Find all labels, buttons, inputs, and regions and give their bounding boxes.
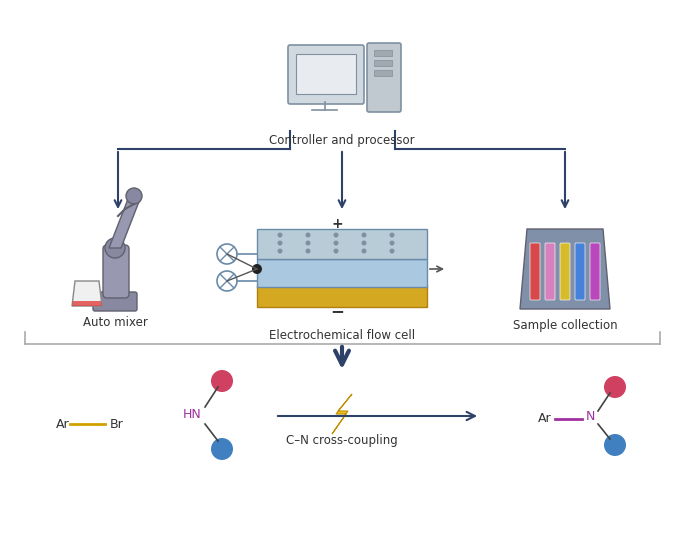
Circle shape [306,240,310,245]
FancyBboxPatch shape [103,245,129,298]
Ellipse shape [211,438,233,460]
Text: Controller and processor: Controller and processor [269,134,415,147]
Polygon shape [520,229,610,309]
Circle shape [390,233,395,238]
Ellipse shape [604,376,626,398]
FancyBboxPatch shape [367,43,401,112]
Circle shape [105,238,125,258]
Ellipse shape [604,434,626,456]
Circle shape [334,240,338,245]
FancyBboxPatch shape [288,45,364,104]
Ellipse shape [211,370,233,392]
Circle shape [277,240,282,245]
Text: Electrochemical flow cell: Electrochemical flow cell [269,329,415,342]
Text: +: + [331,217,342,231]
Text: Ar: Ar [538,413,552,425]
Circle shape [126,188,142,204]
Text: C–N cross-coupling: C–N cross-coupling [286,434,398,447]
FancyBboxPatch shape [93,292,137,311]
Polygon shape [332,394,352,434]
Circle shape [277,233,282,238]
Text: Auto mixer: Auto mixer [83,316,147,329]
Circle shape [362,233,366,238]
Circle shape [390,249,395,254]
FancyBboxPatch shape [560,243,570,300]
Text: Br: Br [110,418,124,430]
Polygon shape [72,301,102,306]
FancyBboxPatch shape [257,285,427,307]
FancyBboxPatch shape [545,243,555,300]
FancyBboxPatch shape [374,60,392,66]
FancyBboxPatch shape [530,243,540,300]
Circle shape [390,240,395,245]
Polygon shape [109,199,140,248]
Circle shape [306,233,310,238]
Text: N: N [586,411,595,423]
Text: HN: HN [183,408,201,420]
Circle shape [252,264,262,274]
Circle shape [362,249,366,254]
Circle shape [277,249,282,254]
Text: Ar: Ar [56,418,70,430]
FancyBboxPatch shape [296,54,356,94]
Circle shape [334,249,338,254]
Polygon shape [72,281,102,306]
Circle shape [362,240,366,245]
FancyBboxPatch shape [257,229,427,259]
FancyBboxPatch shape [374,50,392,56]
Text: −: − [330,302,344,320]
FancyBboxPatch shape [374,70,392,76]
FancyBboxPatch shape [590,243,600,300]
Circle shape [334,233,338,238]
FancyBboxPatch shape [257,259,427,287]
Text: Sample collection: Sample collection [512,319,617,332]
Circle shape [306,249,310,254]
FancyBboxPatch shape [575,243,585,300]
